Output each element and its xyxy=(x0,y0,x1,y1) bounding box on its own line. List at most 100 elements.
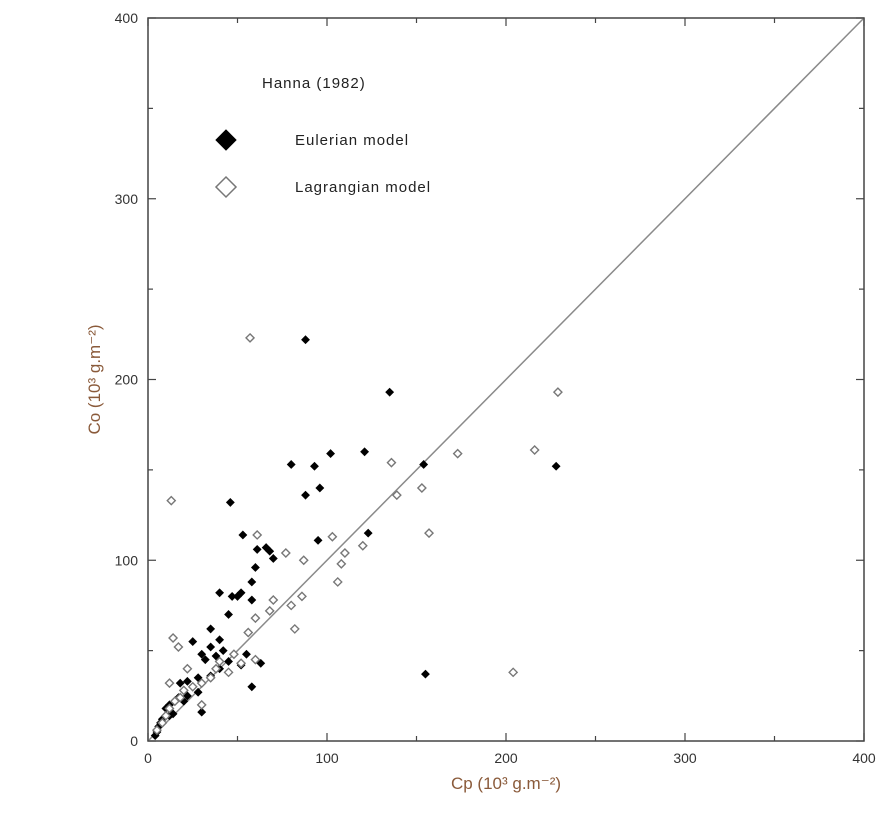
eulerian-point xyxy=(197,649,207,659)
lagrangian-point xyxy=(223,667,234,678)
lagrangian-point xyxy=(196,678,207,689)
eulerian-point xyxy=(193,673,203,683)
lagrangian-point xyxy=(508,667,519,678)
lagrangian-point xyxy=(250,654,261,665)
eulerian-point xyxy=(301,335,310,345)
x-tick-label: 100 xyxy=(315,750,339,766)
lagrangian-point xyxy=(424,528,435,539)
eulerian-point xyxy=(385,387,395,397)
eulerian-point xyxy=(224,657,233,666)
lagrangian-point xyxy=(173,642,184,652)
legend-label-lagrangian: Lagrangian model xyxy=(295,179,431,196)
legend-marker-eulerian xyxy=(215,129,237,151)
eulerian-point xyxy=(363,528,373,538)
eulerian-point xyxy=(206,642,216,652)
lagrangian-point xyxy=(391,490,402,501)
x-tick-label: 400 xyxy=(852,750,876,766)
eulerian-point xyxy=(247,595,257,605)
legend: Hanna (1982) Eulerian model Lagrangian m… xyxy=(214,75,431,199)
lagrangian-point xyxy=(182,663,193,674)
eulerian-point xyxy=(197,707,207,717)
lagrangian-point xyxy=(298,555,309,566)
y-tick-label: 200 xyxy=(115,372,139,388)
eulerian-point xyxy=(551,461,561,471)
lagrangian-point xyxy=(245,332,256,343)
lagrangian-point xyxy=(164,703,175,714)
legend-title: Hanna (1982) xyxy=(262,75,366,92)
eulerian-point xyxy=(175,678,185,688)
lagrangian-point xyxy=(529,445,540,455)
eulerian-point xyxy=(227,591,237,601)
lagrangian-point xyxy=(169,696,180,707)
eulerian-point xyxy=(200,655,210,665)
eulerian-point xyxy=(252,544,262,554)
lagrangian-point xyxy=(296,591,307,602)
lagrangian-point xyxy=(205,672,216,683)
lagrangian-point xyxy=(386,457,397,468)
x-tick-label: 200 xyxy=(494,750,518,766)
lagrangian-point xyxy=(178,685,189,696)
eulerian-point xyxy=(206,624,216,634)
lagrangian-point xyxy=(357,540,368,551)
eulerian-point xyxy=(238,530,248,540)
eulerian-point xyxy=(188,637,198,647)
eulerian-point xyxy=(360,447,370,457)
eulerian-point xyxy=(215,635,225,645)
lagrangian-point xyxy=(166,495,177,506)
tick-labels: 0 100 200 300 400 0 100 200 300 400 xyxy=(115,10,876,766)
x-axis-title: Cp (10³ g.m⁻²) xyxy=(451,774,561,793)
eulerian-point xyxy=(218,646,228,656)
eulerian-point xyxy=(242,649,251,659)
data-points xyxy=(150,332,563,741)
eulerian-point xyxy=(315,483,325,493)
eulerian-point xyxy=(313,535,323,545)
eulerian-point xyxy=(250,563,260,572)
eulerian-point xyxy=(310,461,319,471)
plot-area: 0 100 200 300 400 0 100 200 300 400 xyxy=(115,10,876,766)
y-tick-label: 300 xyxy=(115,191,139,207)
eulerian-point xyxy=(326,449,336,459)
x-tick-label: 0 xyxy=(144,750,152,766)
lagrangian-point xyxy=(168,632,179,643)
eulerian-point xyxy=(193,687,203,697)
legend-label-eulerian: Eulerian model xyxy=(295,132,409,149)
lagrangian-point xyxy=(264,605,275,616)
lagrangian-point xyxy=(160,710,171,721)
lagrangian-point xyxy=(552,387,563,398)
eulerian-point xyxy=(225,497,235,507)
eulerian-point xyxy=(419,460,429,469)
lagrangian-point xyxy=(336,558,347,569)
y-tick-label: 0 xyxy=(130,733,138,749)
eulerian-point xyxy=(247,682,257,692)
y-axis-title: Co (10³ g.m⁻²) xyxy=(85,324,104,434)
lagrangian-point xyxy=(243,627,254,638)
eulerian-point xyxy=(215,588,225,598)
eulerian-point xyxy=(286,460,296,469)
lagrangian-point xyxy=(211,663,222,674)
eulerian-point xyxy=(301,490,310,500)
lagrangian-point xyxy=(286,600,297,611)
eulerian-point xyxy=(265,546,275,556)
lagrangian-point xyxy=(289,623,300,634)
eulerian-point xyxy=(211,651,221,661)
lagrangian-point xyxy=(339,548,350,559)
axis-ticks xyxy=(147,17,865,742)
lagrangian-point xyxy=(416,482,427,493)
eulerian-point xyxy=(182,691,192,701)
x-tick-label: 300 xyxy=(673,750,697,766)
lagrangian-point xyxy=(187,681,198,692)
lagrangian-point xyxy=(327,531,338,542)
eulerian-point xyxy=(182,676,192,686)
y-tick-label: 100 xyxy=(115,552,139,568)
lagrangian-point xyxy=(236,658,247,669)
lagrangian-point xyxy=(214,656,225,667)
eulerian-point xyxy=(268,554,278,563)
lagrangian-point xyxy=(252,529,263,540)
y-tick-label: 400 xyxy=(115,10,139,26)
lagrangian-point xyxy=(228,649,239,660)
lagrangian-point xyxy=(250,613,261,624)
eulerian-point xyxy=(224,610,233,619)
lagrangian-point xyxy=(164,678,175,689)
lagrangian-point xyxy=(268,595,279,606)
